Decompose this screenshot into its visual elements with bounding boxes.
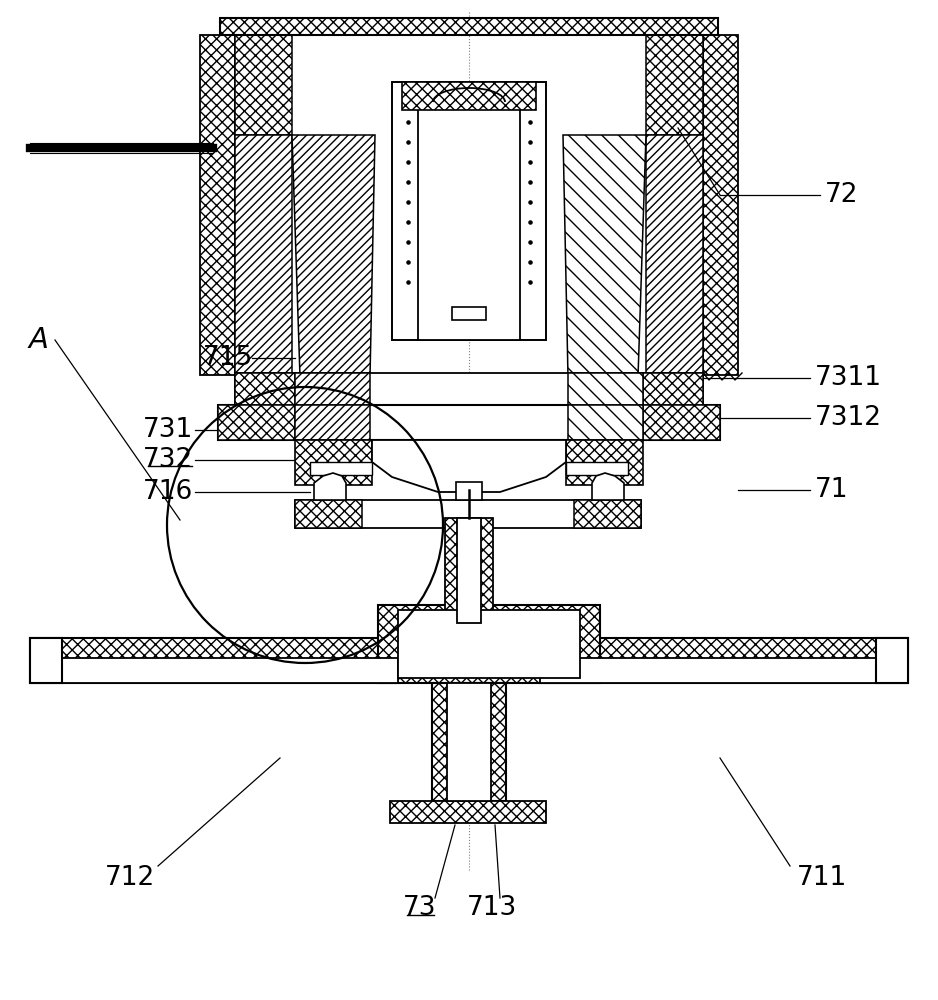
Text: 715: 715 bbox=[203, 345, 253, 371]
Text: 711: 711 bbox=[797, 865, 847, 891]
Bar bbox=[457, 518, 481, 623]
Bar bbox=[540, 658, 908, 683]
Bar bbox=[574, 500, 641, 528]
Polygon shape bbox=[568, 373, 643, 405]
Text: 716: 716 bbox=[143, 479, 193, 505]
Bar bbox=[445, 518, 493, 623]
Bar bbox=[456, 482, 482, 500]
Polygon shape bbox=[563, 135, 646, 377]
Text: 713: 713 bbox=[467, 895, 517, 921]
Bar bbox=[235, 135, 292, 377]
Bar bbox=[402, 82, 536, 110]
Text: 73: 73 bbox=[403, 895, 437, 921]
Text: 731: 731 bbox=[143, 417, 193, 443]
Polygon shape bbox=[568, 405, 643, 440]
Bar bbox=[30, 658, 398, 683]
Text: 7312: 7312 bbox=[815, 405, 882, 431]
Bar bbox=[432, 683, 506, 801]
Polygon shape bbox=[592, 473, 624, 500]
Bar bbox=[378, 605, 600, 683]
Bar bbox=[398, 610, 580, 678]
Polygon shape bbox=[314, 473, 346, 500]
Polygon shape bbox=[295, 373, 370, 405]
Bar bbox=[310, 462, 372, 475]
Text: 712: 712 bbox=[105, 865, 155, 891]
Polygon shape bbox=[292, 135, 375, 377]
Bar bbox=[646, 135, 703, 377]
Bar bbox=[220, 18, 718, 35]
Bar bbox=[646, 35, 703, 135]
Polygon shape bbox=[372, 440, 566, 492]
Bar bbox=[295, 440, 372, 485]
Bar bbox=[392, 82, 546, 340]
Bar bbox=[218, 405, 295, 440]
Bar bbox=[452, 307, 486, 320]
Bar bbox=[703, 35, 738, 375]
Text: 7311: 7311 bbox=[815, 365, 882, 391]
Bar bbox=[235, 373, 295, 405]
Bar bbox=[295, 500, 641, 528]
Text: A: A bbox=[28, 326, 48, 354]
Bar bbox=[643, 373, 703, 405]
Bar bbox=[418, 100, 520, 340]
Bar bbox=[643, 405, 720, 440]
Bar bbox=[218, 405, 720, 440]
Bar bbox=[447, 683, 491, 801]
Bar bbox=[200, 35, 235, 375]
Text: 71: 71 bbox=[815, 477, 849, 503]
Bar bbox=[30, 638, 62, 683]
Bar bbox=[235, 373, 703, 405]
Bar bbox=[566, 462, 628, 475]
Bar bbox=[30, 638, 398, 683]
Bar bbox=[566, 440, 643, 485]
Bar bbox=[295, 500, 362, 528]
Text: 72: 72 bbox=[825, 182, 858, 208]
Bar bbox=[390, 801, 546, 823]
Bar bbox=[876, 638, 908, 683]
Text: 732: 732 bbox=[143, 447, 193, 473]
Bar bbox=[540, 638, 908, 683]
Bar bbox=[235, 35, 292, 135]
Polygon shape bbox=[295, 405, 370, 440]
